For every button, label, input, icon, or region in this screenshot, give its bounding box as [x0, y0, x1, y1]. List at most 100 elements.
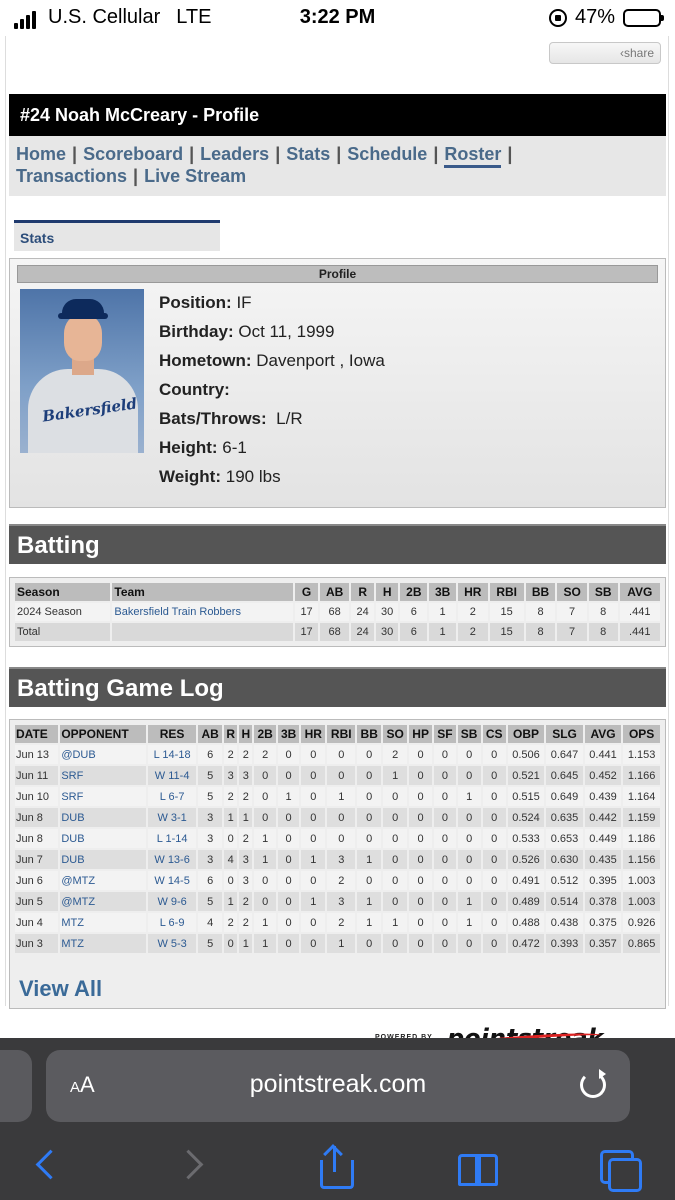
game-log-cell: 0 — [482, 892, 506, 911]
game-log-cell: 1.153 — [623, 745, 660, 764]
game-log-header-sb: SB — [457, 725, 481, 743]
batting-cell: Bakersfield Train Robbers — [112, 603, 294, 621]
game-log-row: Jun 4 MTZ L 6-9 4 2 2 1 0 0 2 1 1 0 0 1 0 0.488 0.438 0.37… — [15, 913, 660, 932]
game-log-link[interactable]: L 6-7 — [159, 790, 185, 803]
game-log-cell: 0 — [254, 892, 276, 911]
game-log-cell: 0.514 — [546, 892, 583, 911]
game-log-row: Jun 3 MTZ W 5-3 5 0 1 1 0 0 1 0 0 0 0 0 0 0.472 0.393 0.35… — [15, 934, 660, 953]
batting-cell: .441 — [619, 623, 660, 641]
tabs-icon[interactable] — [600, 1146, 642, 1192]
game-log-cell: L 6-7 — [148, 787, 197, 806]
profile-hometown: Hometown: Davenport , Iowa — [159, 351, 385, 370]
game-log-header-res: RES — [148, 725, 197, 743]
game-log-cell: 1 — [357, 850, 382, 869]
game-log-header-rbi: RBI — [327, 725, 356, 743]
game-log-link[interactable]: W 3-1 — [157, 811, 187, 824]
game-log-link[interactable]: @MTZ — [61, 874, 96, 887]
game-log-cell: 0.506 — [507, 745, 545, 764]
game-log-cell: 0 — [254, 871, 276, 890]
game-log-cell: 0.357 — [584, 934, 622, 953]
batting-cell: 2024 Season — [15, 603, 111, 621]
game-log-cell: 0.439 — [584, 787, 622, 806]
game-log-cell: 6 — [198, 745, 223, 764]
game-log-heading: Batting Game Log — [9, 667, 666, 707]
game-log-cell: 0.449 — [584, 829, 622, 848]
batting-cell: 1 — [429, 603, 457, 621]
game-log-link[interactable]: MTZ — [61, 937, 84, 950]
game-log-cell: 1 — [327, 934, 356, 953]
batting-cell: 2 — [458, 623, 488, 641]
batting-cell: 30 — [375, 603, 399, 621]
game-log-link[interactable]: MTZ — [61, 916, 84, 929]
view-all-link[interactable]: View All — [19, 976, 103, 1001]
game-log-cell: Jun 6 — [15, 871, 59, 890]
nav-home[interactable]: Home — [16, 144, 67, 164]
game-log-link[interactable]: L 1-14 — [156, 832, 188, 845]
game-log-cell: 1.186 — [623, 829, 660, 848]
game-log-cell: 1 — [457, 787, 481, 806]
batting-header-g: G — [295, 583, 318, 601]
game-log-link[interactable]: @MTZ — [61, 895, 96, 908]
game-log-cell: 0 — [383, 808, 408, 827]
address-bar[interactable]: AA pointstreak.com — [46, 1050, 630, 1122]
tab-stats[interactable]: Stats — [14, 220, 220, 251]
game-log-row: Jun 11 SRF W 11-4 5 3 3 0 0 0 0 0 1 0 0 0 0 0.521 0.645 0.… — [15, 766, 660, 785]
nav-stats[interactable]: Stats — [286, 144, 331, 164]
game-log-link[interactable]: DUB — [61, 853, 85, 866]
game-log-link[interactable]: L 14-18 — [153, 748, 191, 761]
forward-icon[interactable] — [174, 1146, 214, 1186]
game-log-link[interactable]: W 14-5 — [154, 874, 190, 887]
game-log-table: DATE OPPONENT RES AB R H 2B 3B HR RBI BB SO HP SF SB CS… — [13, 723, 662, 955]
game-log-cell: 0.435 — [584, 850, 622, 869]
bookmarks-icon[interactable] — [456, 1146, 498, 1186]
game-log-link[interactable]: W 9-6 — [157, 895, 187, 908]
game-log-link[interactable]: SRF — [61, 790, 84, 803]
game-log-link[interactable]: @DUB — [61, 748, 96, 761]
back-icon[interactable] — [28, 1146, 68, 1186]
game-log-cell: 0.865 — [623, 934, 660, 953]
url-text[interactable]: pointstreak.com — [249, 1070, 427, 1098]
game-log-cell: 0 — [383, 892, 408, 911]
game-log-cell: 3 — [327, 850, 356, 869]
game-log-link[interactable]: W 13-6 — [154, 853, 190, 866]
reader-options-button[interactable]: AA — [70, 1072, 95, 1097]
game-log-cell: 2 — [239, 787, 253, 806]
batting-link[interactable]: Bakersfield Train Robbers — [114, 606, 241, 618]
game-log-cell: @MTZ — [60, 871, 147, 890]
game-log-cell: 0 — [357, 871, 382, 890]
nav-transactions[interactable]: Transactions — [16, 166, 128, 186]
share-label: share — [623, 46, 654, 60]
nav-scoreboard[interactable]: Scoreboard — [83, 144, 184, 164]
game-log-cell: 0 — [254, 766, 276, 785]
game-log-row: Jun 5 @MTZ W 9-6 5 1 2 0 0 1 3 1 0 0 0 1 0 0.489 0.514 0.3… — [15, 892, 660, 911]
game-log-cell: Jun 8 — [15, 808, 59, 827]
game-log-link[interactable]: W 5-3 — [157, 937, 187, 950]
nav-schedule[interactable]: Schedule — [347, 144, 428, 164]
nav-roster[interactable]: Roster — [444, 144, 502, 168]
game-log-link[interactable]: DUB — [61, 811, 85, 824]
game-log-cell: 0 — [254, 787, 276, 806]
share-button[interactable]: ‹share — [549, 42, 661, 64]
game-log-link[interactable]: DUB — [61, 832, 85, 845]
game-log-cell: @DUB — [60, 745, 147, 764]
game-log-link[interactable]: SRF — [61, 769, 84, 782]
game-log-cell: 0 — [277, 745, 300, 764]
game-log-cell: 0 — [457, 829, 481, 848]
game-log-link[interactable]: W 11-4 — [154, 769, 190, 782]
game-log-cell: MTZ — [60, 934, 147, 953]
nav-live-stream[interactable]: Live Stream — [144, 166, 247, 186]
game-log-cell: 0.488 — [507, 913, 545, 932]
game-log-cell: 1.164 — [623, 787, 660, 806]
batting-header-hr: HR — [458, 583, 488, 601]
game-log-cell: 0 — [254, 808, 276, 827]
game-log-cell: 0 — [327, 745, 356, 764]
share-icon[interactable] — [315, 1144, 355, 1189]
game-log-cell: Jun 4 — [15, 913, 59, 932]
batting-header-h: H — [375, 583, 399, 601]
clock: 3:22 PM — [299, 6, 376, 28]
nav-leaders[interactable]: Leaders — [200, 144, 270, 164]
previous-tab-preview[interactable] — [0, 1050, 32, 1122]
reload-icon[interactable] — [580, 1069, 606, 1098]
game-log-link[interactable]: L 6-9 — [159, 916, 185, 929]
game-log-table-wrap: DATE OPPONENT RES AB R H 2B 3B HR RBI BB SO HP SF SB CS… — [9, 719, 666, 1009]
